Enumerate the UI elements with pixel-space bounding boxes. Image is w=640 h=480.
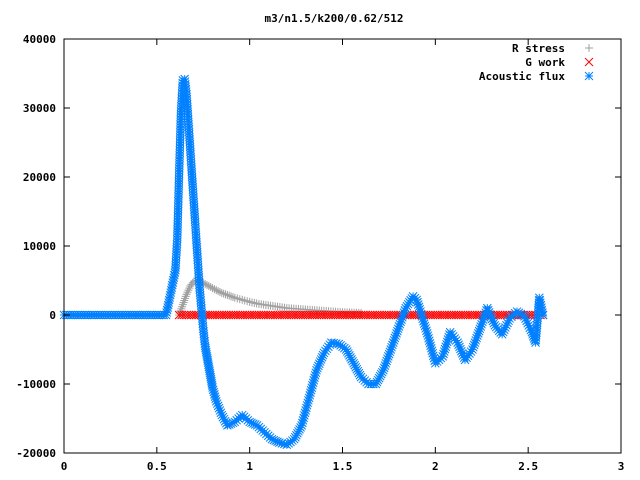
data-point bbox=[204, 282, 213, 291]
data-point bbox=[180, 296, 189, 305]
legend-marker bbox=[584, 57, 594, 67]
y-tick-label: 0 bbox=[49, 309, 56, 322]
data-point bbox=[210, 285, 219, 294]
x-tick-label: 0.5 bbox=[147, 460, 167, 473]
x-tick-label: 1.5 bbox=[333, 460, 353, 473]
data-point bbox=[538, 310, 548, 320]
x-tick-label: 0 bbox=[61, 460, 68, 473]
x-tick-label: 3 bbox=[618, 460, 625, 473]
data-point bbox=[177, 304, 186, 313]
legend-label: R stress bbox=[512, 42, 565, 55]
x-axis: 0 0.5 1 1.5 2 2.5 3 bbox=[61, 39, 625, 473]
data-point bbox=[221, 290, 230, 299]
data-point bbox=[206, 283, 215, 292]
chart-title: m3/n1.5/k200/0.62/512 bbox=[264, 12, 403, 25]
x-tick-label: 1 bbox=[246, 460, 253, 473]
legend-item: Acoustic flux bbox=[479, 70, 594, 83]
y-tick-label: 30000 bbox=[23, 102, 56, 115]
data-point bbox=[199, 278, 208, 287]
data-point bbox=[179, 298, 188, 307]
series-acoustic-flux bbox=[59, 74, 548, 450]
y-tick-label: -20000 bbox=[16, 447, 56, 460]
legend-label: G work bbox=[525, 56, 565, 69]
data-point bbox=[185, 284, 194, 293]
data-point bbox=[212, 286, 221, 295]
x-tick-label: 2.5 bbox=[518, 460, 538, 473]
legend-marker bbox=[584, 71, 594, 81]
legend-label: Acoustic flux bbox=[479, 70, 565, 83]
data-point bbox=[214, 287, 223, 296]
y-tick-label: 40000 bbox=[23, 33, 56, 46]
data-point bbox=[227, 292, 236, 301]
data-point bbox=[184, 286, 193, 295]
plot-frame bbox=[63, 38, 622, 454]
data-point bbox=[228, 293, 237, 302]
data-point bbox=[217, 288, 226, 297]
x-tick-label: 2 bbox=[432, 460, 439, 473]
y-tick-label: -10000 bbox=[16, 378, 56, 391]
legend-marker bbox=[585, 44, 593, 52]
data-point bbox=[178, 300, 187, 309]
y-tick-label: 10000 bbox=[23, 240, 56, 253]
data-point bbox=[182, 290, 191, 299]
data-point bbox=[225, 291, 234, 300]
data-point bbox=[181, 294, 190, 303]
y-tick-label: 20000 bbox=[23, 171, 56, 184]
data-point bbox=[183, 288, 192, 297]
y-axis: -20000 -10000 0 10000 20000 30000 40000 bbox=[16, 33, 621, 460]
data-point bbox=[178, 302, 187, 311]
data-point bbox=[219, 289, 228, 298]
legend-item: G work bbox=[525, 56, 594, 69]
data-point bbox=[223, 290, 232, 299]
plot-area bbox=[59, 74, 548, 450]
data-point bbox=[202, 280, 211, 289]
data-point bbox=[181, 292, 190, 301]
legend-item: R stress bbox=[512, 42, 593, 55]
data-point bbox=[215, 288, 224, 296]
data-point bbox=[208, 284, 217, 293]
